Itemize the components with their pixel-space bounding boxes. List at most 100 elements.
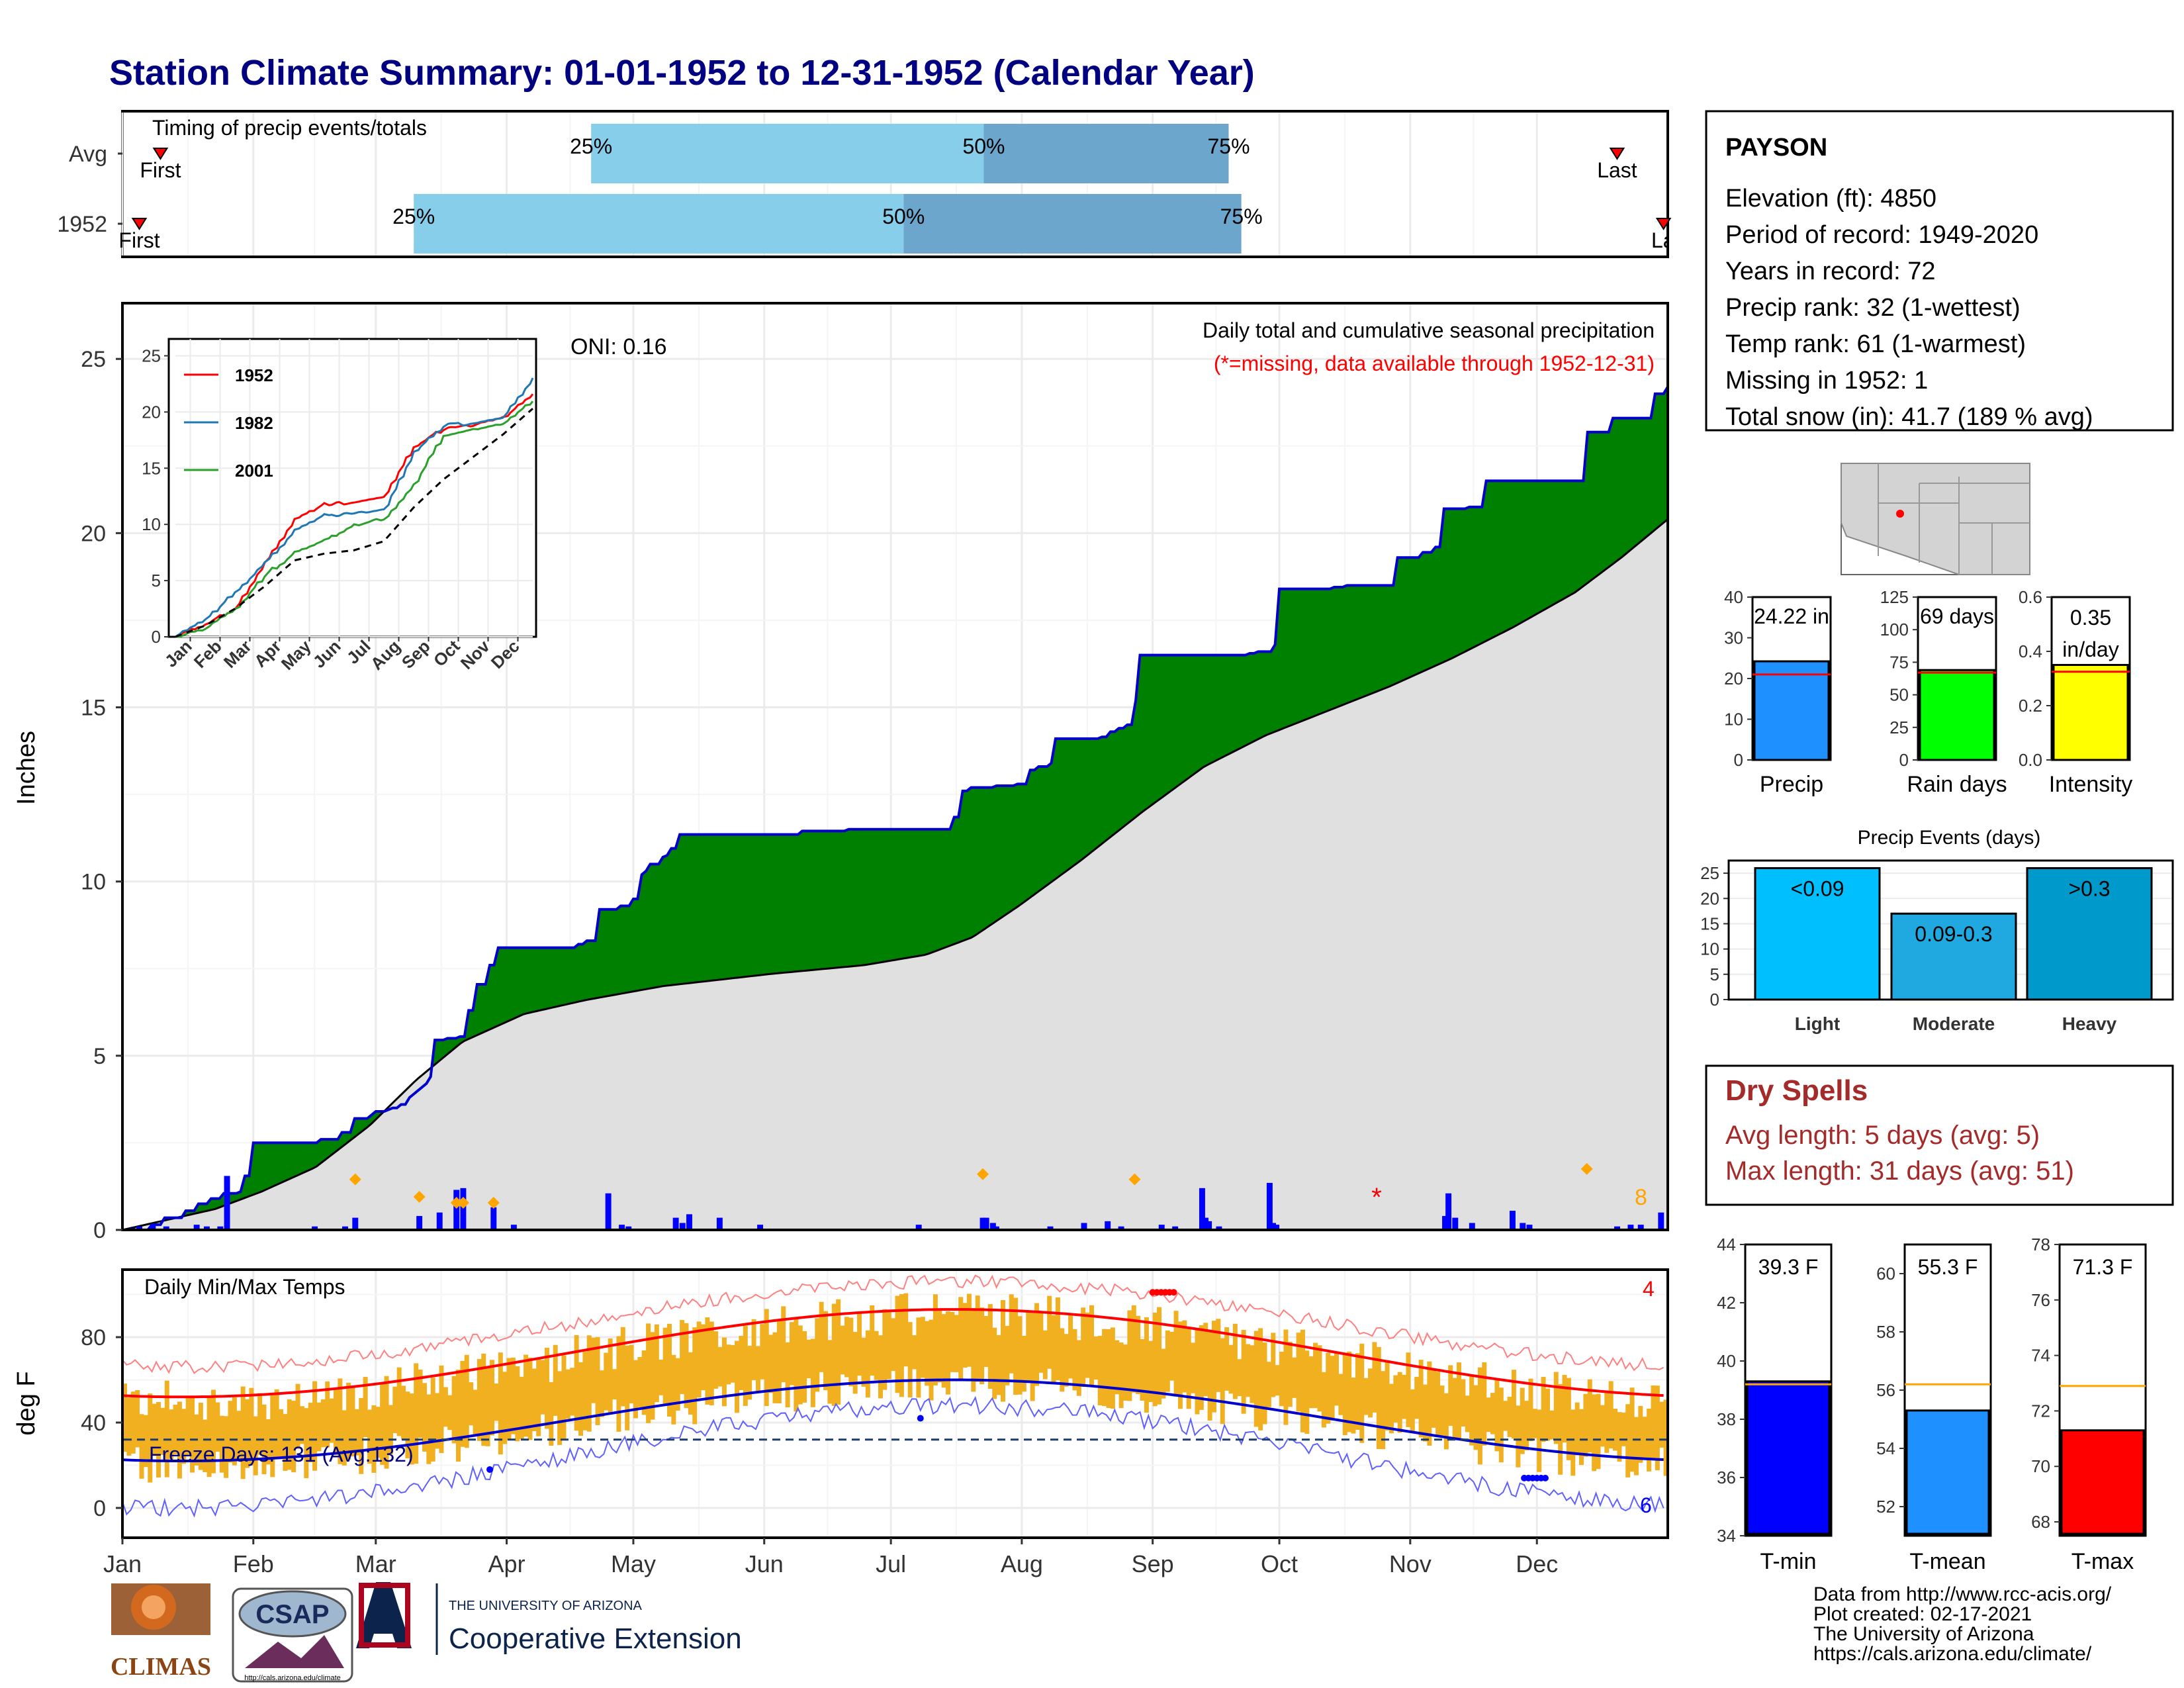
daily-precip-bar — [686, 1214, 692, 1230]
snow-marker — [450, 1196, 463, 1209]
daily-temp-bar — [1173, 1311, 1179, 1397]
events-bar — [1890, 912, 2017, 1001]
events-title: Precip Events (days) — [1858, 827, 2041, 849]
daily-temp-bar — [1385, 1361, 1390, 1430]
daily-precip-bar — [679, 1223, 686, 1230]
daily-temp-bar — [666, 1323, 672, 1417]
events-y-tick-label: 20 — [1700, 888, 1719, 908]
temp-summary-y-tick-label: 74 — [2031, 1346, 2050, 1366]
daily-temp-bar — [1558, 1383, 1563, 1475]
daily-temp-bar — [946, 1311, 951, 1395]
daily-temp-bar — [1026, 1311, 1031, 1382]
daily-temp-bar — [671, 1354, 676, 1425]
daily-precip-bar — [989, 1223, 996, 1230]
daily-temp-bar — [1161, 1348, 1166, 1399]
daily-precip-bar — [312, 1226, 318, 1230]
avg-tmin-line — [122, 1378, 1664, 1463]
daily-temp-bar — [215, 1402, 220, 1452]
daily-temp-bar — [1511, 1370, 1516, 1439]
timing-q25-label: 25% — [392, 205, 435, 228]
temp-summary-y-tick-label: 42 — [1717, 1293, 1736, 1313]
daily-temp-bar — [696, 1321, 702, 1398]
temp-summary-y-tick-label: 72 — [2031, 1401, 2050, 1421]
daily-temp-bar — [1351, 1378, 1356, 1434]
daily-temp-bar — [907, 1322, 913, 1398]
temp-summary-y-tick-label: 56 — [1876, 1380, 1895, 1400]
snow-marker — [349, 1173, 361, 1186]
daily-temp-bar — [815, 1318, 820, 1392]
timing-q1-bar — [591, 124, 984, 183]
daily-temp-bar — [1579, 1409, 1584, 1466]
daily-temp-bar — [1393, 1375, 1398, 1423]
daily-temp-bar — [1300, 1329, 1305, 1432]
month-label: Jun — [745, 1550, 784, 1577]
daily-temp-bar — [228, 1401, 233, 1463]
freeze-days-label: Freeze Days: 131 (Avg:132) — [149, 1442, 414, 1466]
daily-temp-bar — [612, 1369, 617, 1400]
daily-precip-bar — [993, 1226, 999, 1230]
month-label: Jul — [876, 1550, 906, 1577]
svg-text:http://cals.arizona.edu/climat: http://cals.arizona.edu/climate — [244, 1674, 341, 1682]
daily-temp-bar — [1422, 1384, 1428, 1442]
daily-precip-bar — [619, 1225, 625, 1230]
daily-temp-bar — [1516, 1405, 1521, 1468]
snow-marker — [1580, 1162, 1593, 1175]
summary-y-tick-label: 20 — [1724, 669, 1743, 688]
daily-temp-bar — [730, 1344, 735, 1383]
daily-temp-bar — [447, 1395, 453, 1430]
daily-temp-bar — [1566, 1378, 1571, 1460]
temp-summary-y-tick-label: 52 — [1876, 1497, 1895, 1517]
daily-temp-bar — [1431, 1368, 1436, 1428]
daily-precip-bar — [1614, 1226, 1620, 1230]
month-label: Mar — [355, 1550, 396, 1577]
daily-temp-bar — [1068, 1313, 1073, 1379]
daily-temp-bar — [743, 1325, 748, 1406]
summary-value-bar — [1753, 660, 1830, 761]
daily-temp-bar — [625, 1345, 630, 1430]
first-event-marker — [152, 148, 169, 160]
temp-summary-y-tick-label: 54 — [1876, 1438, 1895, 1458]
daily-temp-bar — [1457, 1362, 1461, 1438]
daily-temp-bar — [760, 1324, 765, 1380]
daily-temp-bar — [637, 1356, 643, 1407]
snow-marker — [487, 1196, 500, 1209]
daily-temp-bar — [659, 1360, 664, 1395]
daily-temp-bar — [1537, 1409, 1542, 1472]
daily-temp-bar — [1237, 1359, 1242, 1397]
daily-temp-bar — [1402, 1374, 1407, 1419]
daily-precip-bar — [1199, 1188, 1205, 1230]
daily-temp-bar — [721, 1337, 727, 1407]
daily-temp-bar — [1253, 1331, 1259, 1427]
daily-temp-bar — [1443, 1393, 1449, 1450]
daily-temp-bar — [481, 1353, 486, 1446]
daily-temp-bar — [460, 1360, 465, 1447]
daily-temp-bar — [392, 1386, 398, 1434]
daily-temp-bar — [1574, 1402, 1580, 1456]
daily-temp-bar — [1262, 1342, 1267, 1425]
daily-temp-bar — [135, 1390, 140, 1448]
daily-temp-bar — [401, 1385, 406, 1439]
events-category-label: Light — [1795, 1013, 1840, 1034]
events-bar-label: <0.09 — [1791, 876, 1844, 900]
daily-precip-bar — [1270, 1223, 1276, 1230]
daily-temp-bar — [1435, 1372, 1441, 1435]
temp-summary-y-tick-label: 58 — [1876, 1322, 1895, 1342]
daily-temp-bar — [950, 1312, 955, 1372]
daily-temp-bar — [785, 1342, 790, 1408]
station-info-line: Elevation (ft): 4850 — [1725, 185, 1936, 212]
daily-temp-bar — [1097, 1335, 1103, 1405]
daily-temp-bar — [308, 1403, 313, 1463]
page-title: Station Climate Summary: 01-01-1952 to 1… — [109, 53, 1255, 93]
oni-label: ONI: 0.16 — [570, 334, 667, 359]
daily-temp-bar — [1469, 1376, 1475, 1446]
daily-temp-bar — [1617, 1412, 1622, 1462]
station-info-box: PAYSON Elevation (ft): 4850 Period of rec… — [1705, 110, 2174, 432]
daily-temp-bar — [232, 1397, 237, 1466]
inset-average-line — [175, 408, 533, 638]
daily-temp-bar — [1562, 1375, 1567, 1443]
daily-temp-bar — [544, 1347, 549, 1429]
daily-temp-bar — [325, 1381, 330, 1448]
daily-temp-bar — [1342, 1353, 1347, 1436]
summary-category-label: Intensity — [2049, 772, 2133, 797]
